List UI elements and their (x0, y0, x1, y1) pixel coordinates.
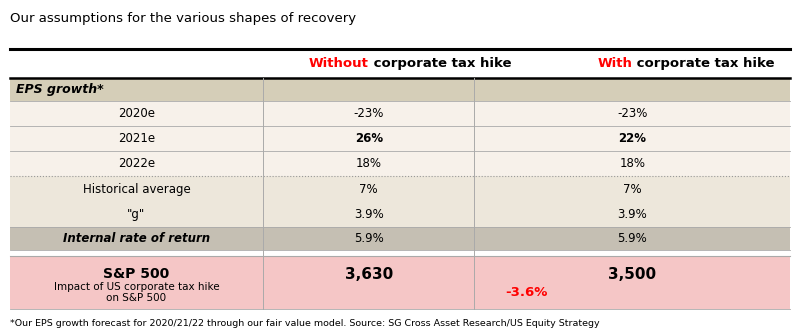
Bar (10, 151, 790, 176)
Text: 22%: 22% (618, 132, 646, 145)
Text: 26%: 26% (354, 132, 383, 145)
Text: 18%: 18% (619, 157, 646, 170)
Text: 3,500: 3,500 (608, 267, 656, 282)
Text: With: With (598, 57, 632, 70)
Text: 5.9%: 5.9% (354, 232, 384, 245)
Text: 7%: 7% (359, 182, 378, 196)
Bar (10, 227, 790, 250)
Text: *Our EPS growth forecast for 2020/21/22 through our fair value model. Source: SG: *Our EPS growth forecast for 2020/21/22 … (10, 319, 599, 328)
Text: 3.9%: 3.9% (618, 208, 647, 221)
Text: Without: Without (309, 57, 369, 70)
Text: 3,630: 3,630 (345, 267, 393, 282)
Text: 2022e: 2022e (118, 157, 155, 170)
Text: 5.9%: 5.9% (618, 232, 647, 245)
Text: Impact of US corporate tax hike
on S&P 500: Impact of US corporate tax hike on S&P 5… (54, 282, 219, 303)
Text: Internal rate of return: Internal rate of return (63, 232, 210, 245)
Bar (10, 126, 790, 151)
Bar (10, 100, 790, 126)
Text: 3.9%: 3.9% (354, 208, 384, 221)
Bar (10, 78, 790, 100)
Text: -3.6%: -3.6% (506, 286, 548, 299)
Bar (10, 176, 790, 202)
Text: S&P 500: S&P 500 (103, 267, 170, 281)
Bar (10, 49, 790, 78)
Text: "g": "g" (127, 208, 146, 221)
Text: 18%: 18% (356, 157, 382, 170)
Bar (10, 256, 790, 309)
Bar (10, 250, 790, 256)
Text: Our assumptions for the various shapes of recovery: Our assumptions for the various shapes o… (10, 12, 356, 25)
Text: -23%: -23% (354, 107, 384, 120)
Text: 2021e: 2021e (118, 132, 155, 145)
Text: corporate tax hike: corporate tax hike (632, 57, 774, 70)
Text: corporate tax hike: corporate tax hike (369, 57, 511, 70)
Text: 7%: 7% (623, 182, 642, 196)
Text: 2020e: 2020e (118, 107, 155, 120)
Text: Historical average: Historical average (82, 182, 190, 196)
Text: EPS growth*: EPS growth* (16, 83, 104, 96)
Text: -23%: -23% (617, 107, 647, 120)
Bar (10, 202, 790, 227)
